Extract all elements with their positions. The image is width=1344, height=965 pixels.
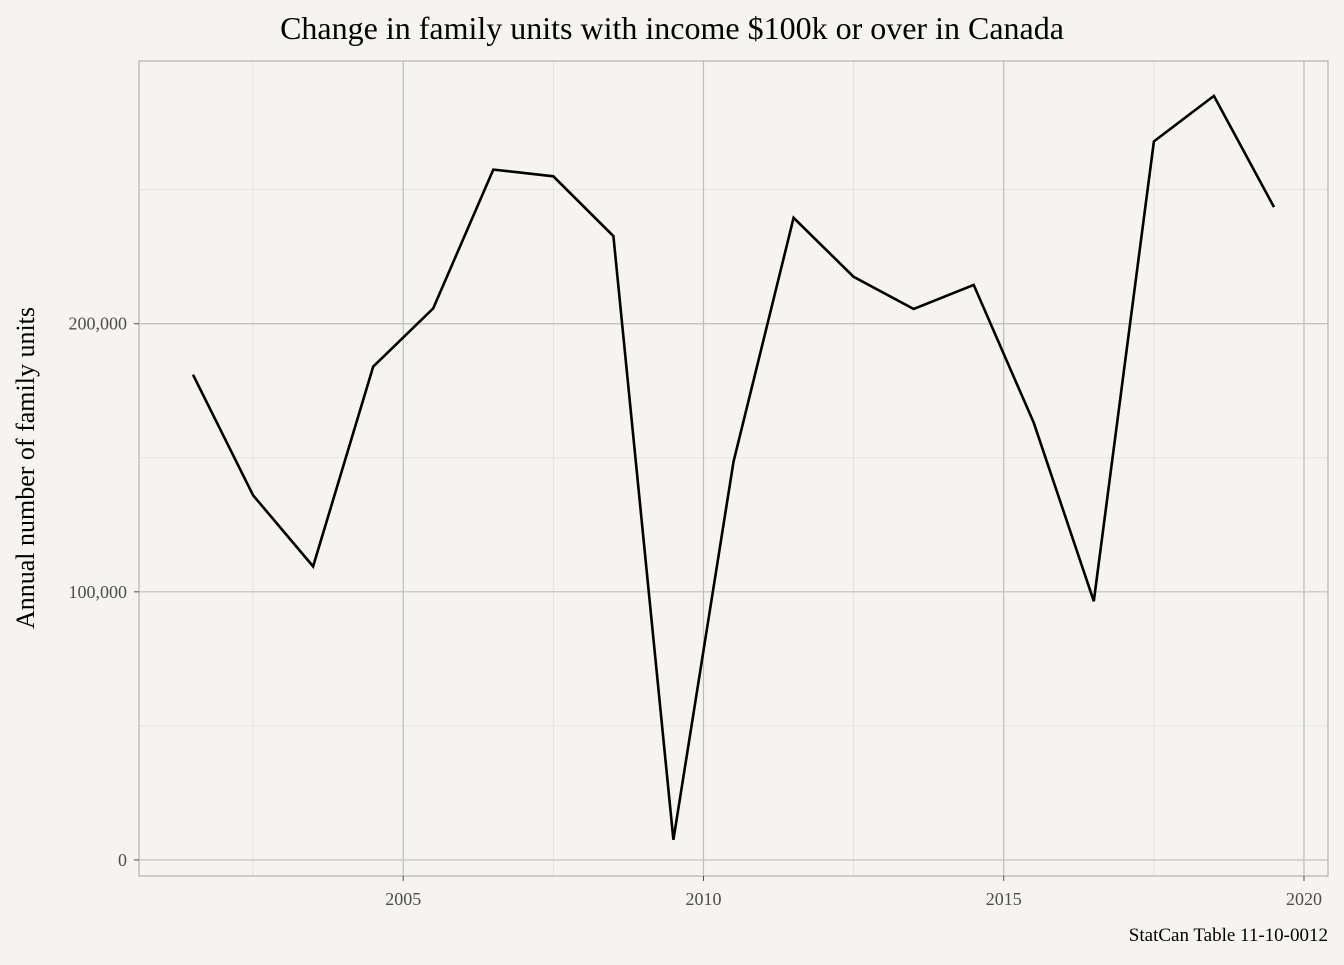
y-tick-label: 0 <box>118 850 127 870</box>
y-tick-label: 100,000 <box>69 582 128 602</box>
x-tick-label: 2005 <box>385 889 421 909</box>
series-layer <box>191 93 1276 841</box>
x-tick-label: 2010 <box>685 889 721 909</box>
x-tick-label: 2015 <box>986 889 1022 909</box>
y-axis-ticks: 0 100,000 200,000 <box>69 314 139 870</box>
y-tick-label: 200,000 <box>69 314 128 334</box>
chart-title: Change in family units with income $100k… <box>280 10 1064 46</box>
x-tick-label: 2020 <box>1286 889 1322 909</box>
plot-panel-border <box>138 60 1329 877</box>
y-axis-title: Annual number of family units <box>11 307 40 629</box>
series-line <box>191 93 1276 841</box>
x-axis-ticks: 2005 2010 2015 2020 <box>385 876 1322 909</box>
chart-caption: StatCan Table 11-10-0012 <box>1129 925 1328 946</box>
